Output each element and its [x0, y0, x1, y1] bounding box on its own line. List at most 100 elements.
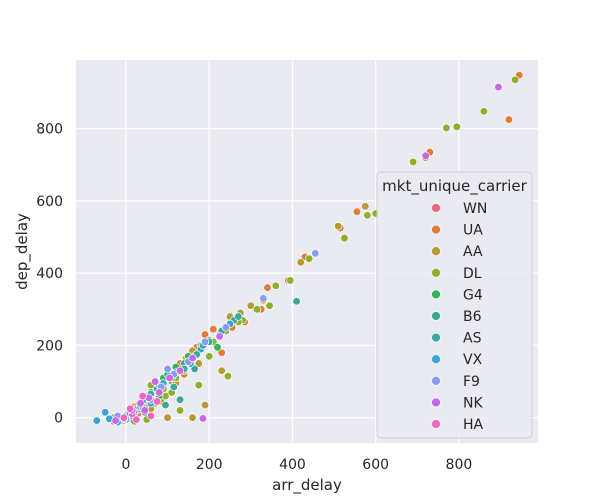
data-point-dl [510, 75, 520, 85]
data-point-dl [252, 305, 262, 314]
data-point-as [234, 312, 243, 321]
legend-label-b6: B6 [463, 309, 482, 325]
data-point-ua [504, 115, 514, 124]
data-point-dl [304, 254, 314, 263]
data-point-ha [153, 397, 162, 406]
x-tick-label: 600 [362, 457, 389, 473]
legend-label-as: AS [463, 331, 482, 347]
x-tick-labels: 0 200 400 600 800 [121, 457, 472, 473]
data-point-aa [334, 222, 343, 231]
y-tick-label: 200 [36, 338, 63, 354]
y-tick-label: 400 [36, 266, 63, 282]
data-point-ha [125, 404, 135, 413]
legend-label-wn: WN [463, 201, 487, 217]
data-point-aa [163, 413, 172, 422]
data-point-nk [215, 332, 224, 341]
data-point-dl [479, 107, 489, 116]
data-point-b6 [190, 364, 199, 374]
data-point-ha [138, 391, 147, 401]
data-point-nk [421, 151, 430, 160]
data-point-aa [217, 366, 226, 375]
data-point-aa [296, 258, 305, 267]
legend-marker-ua [431, 224, 441, 235]
data-point-ua [352, 207, 362, 216]
data-point-dl [442, 123, 451, 133]
data-point-f9 [163, 364, 172, 374]
legend-marker-aa [431, 246, 441, 257]
data-point-ha [146, 411, 156, 421]
legend-marker-g4 [431, 289, 441, 300]
data-point-nk [111, 416, 120, 425]
data-point-f9 [200, 337, 210, 346]
legend-marker-as [431, 332, 441, 343]
data-point-b6 [161, 400, 170, 410]
data-point-aa [246, 301, 255, 310]
data-point-nk [155, 388, 164, 397]
data-point-as [169, 382, 178, 392]
data-point-ua [263, 283, 272, 292]
y-tick-label: 0 [54, 411, 63, 427]
data-point-nk [140, 406, 149, 415]
legend-marker-ha [431, 419, 441, 429]
data-point-aa [194, 359, 203, 368]
data-point-nk [198, 414, 208, 423]
legend-marker-wn [431, 203, 441, 213]
data-point-nk [136, 399, 145, 408]
data-point-aa [188, 413, 197, 422]
data-point-nk [165, 373, 174, 383]
data-point-dl [271, 281, 280, 290]
legend-marker-b6 [431, 311, 441, 321]
legend-marker-dl [431, 267, 441, 278]
legend-items: WN UA AA DL G4 B6 AS VX F9 NK HA [431, 201, 487, 433]
x-tick-label: 200 [196, 457, 223, 473]
data-point-dl [286, 276, 295, 285]
data-point-b6 [292, 297, 301, 306]
x-tick-label: 800 [446, 457, 473, 473]
legend-marker-f9 [431, 375, 441, 386]
data-point-dl [408, 157, 418, 167]
data-point-nk [175, 366, 185, 375]
data-point-ha [119, 413, 129, 422]
data-point-dl [223, 372, 233, 381]
y-tick-labels: 0 200 400 600 800 [36, 122, 63, 427]
data-point-dl [452, 122, 461, 131]
legend-box [376, 171, 533, 439]
data-point-dl [340, 233, 349, 243]
legend-label-ua: UA [463, 223, 483, 239]
data-point-nk [188, 353, 197, 363]
legend-label-ha: HA [463, 417, 484, 433]
data-point-ha [132, 415, 141, 424]
data-points [92, 71, 524, 427]
data-point-vx [92, 416, 101, 425]
data-point-g4 [213, 343, 222, 352]
y-tick-label: 600 [36, 194, 63, 210]
data-point-dl [175, 406, 185, 415]
legend-label-f9: F9 [463, 374, 480, 390]
data-point-f9 [221, 323, 230, 332]
data-point-dl [194, 381, 203, 390]
legend-label-nk: NK [463, 395, 483, 411]
legend: mkt_unique_carrier WN UA AA DL G4 B6 AS VX F9 NK H… [376, 171, 533, 439]
data-point-dl [363, 211, 372, 220]
data-point-nk [150, 377, 160, 386]
legend-label-vx: VX [463, 352, 483, 368]
legend-label-g4: G4 [463, 287, 483, 303]
x-tick-label: 400 [279, 457, 306, 473]
data-point-f9 [259, 294, 268, 303]
legend-label-dl: DL [463, 266, 482, 282]
data-point-aa [361, 202, 370, 211]
data-point-f9 [311, 249, 320, 258]
y-tick-label: 800 [36, 122, 63, 138]
data-point-b6 [175, 395, 185, 404]
data-point-ua [217, 348, 226, 357]
x-tick-label: 0 [121, 457, 130, 473]
data-point-dl [205, 352, 214, 361]
legend-label-aa: AA [463, 244, 483, 260]
data-point-dl [265, 301, 274, 310]
y-axis-label: dep_delay [13, 213, 32, 290]
data-point-ua [209, 325, 218, 334]
legend-title: mkt_unique_carrier [382, 177, 528, 196]
data-point-aa [200, 400, 210, 410]
data-point-nk [494, 82, 503, 92]
legend-marker-vx [431, 354, 441, 365]
